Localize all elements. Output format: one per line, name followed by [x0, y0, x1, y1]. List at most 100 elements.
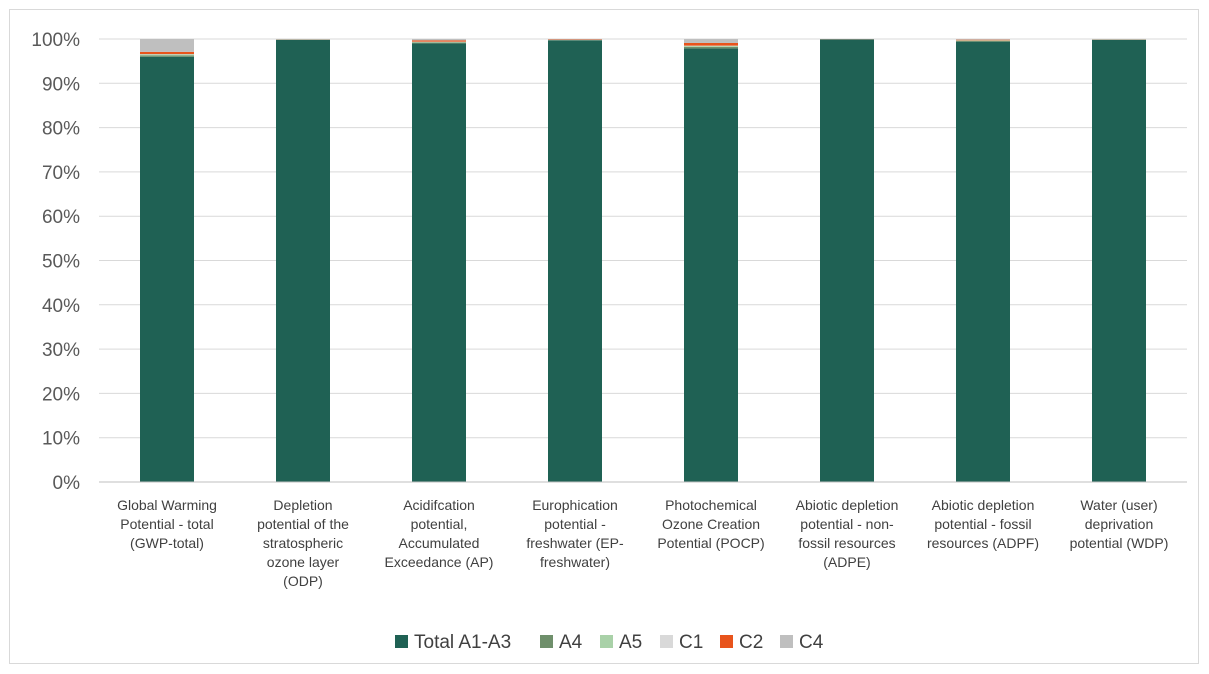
x-category-label-line: (ODP) — [283, 573, 323, 589]
x-category-label-line: Depletion — [273, 497, 332, 513]
bar-segment-total-a1-a3 — [276, 39, 330, 483]
legend-item: C4 — [780, 632, 824, 653]
legend-label: C4 — [799, 632, 824, 653]
x-category-label-line: Photochemical — [665, 497, 757, 513]
y-tick-label: 60% — [42, 207, 80, 228]
bar-segment-a4 — [956, 40, 1010, 42]
x-category-label: Abiotic depletion potential - non-fossil … — [796, 497, 899, 570]
x-axis-category-labels: Global Warming Potential - total (GWP-tota… — [117, 497, 1168, 589]
x-category-label-line: potential (WDP) — [1070, 535, 1169, 551]
x-category-label-line: Water (user) — [1080, 497, 1157, 513]
bar-stack — [684, 39, 738, 482]
x-category-label-line: potential - non- — [800, 516, 894, 532]
bar-segment-c2 — [684, 42, 738, 46]
bar-segment-c4 — [684, 39, 738, 43]
bar-segment-c4 — [548, 39, 602, 40]
bars — [140, 39, 1146, 483]
legend-item: C1 — [660, 632, 703, 653]
bar-segment-total-a1-a3 — [684, 48, 738, 482]
legend-swatch — [395, 635, 408, 648]
legend-item: C2 — [720, 632, 763, 653]
x-category-label: Water (user) deprivation potential (WDP) — [1070, 497, 1169, 551]
legend-swatch — [660, 635, 673, 648]
bar-segment-c4 — [140, 39, 194, 52]
y-tick-label: 70% — [42, 163, 80, 184]
x-category-label-line: Global Warming — [117, 497, 217, 513]
x-category-label-line: fossil resources — [798, 535, 895, 551]
legend-label: Total A1-A3 — [414, 632, 511, 653]
legend-item: Total A1-A3 — [395, 632, 511, 653]
bar-stack — [1092, 39, 1146, 483]
y-tick-label: 90% — [42, 74, 80, 95]
x-category-label-line: Potential - total — [120, 516, 213, 532]
legend: Total A1-A3 A4 A5 C1 C2 C4 — [395, 632, 824, 653]
bar-stack — [820, 39, 874, 483]
y-tick-label: 10% — [42, 429, 80, 450]
bar-segment-total-a1-a3 — [412, 43, 466, 483]
gridlines — [99, 38, 1187, 439]
x-category-label-line: deprivation — [1085, 516, 1154, 532]
bar-segment-total-a1-a3 — [1092, 39, 1146, 483]
x-category-label-line: Accumulated — [399, 535, 480, 551]
bar-segment-c4 — [956, 39, 1010, 40]
x-category-label-line: potential, — [411, 516, 468, 532]
y-tick-label: 40% — [42, 296, 80, 317]
x-category-label-line: (GWP-total) — [130, 535, 204, 551]
bar-stack — [548, 39, 602, 482]
bar-stack — [956, 39, 1010, 483]
x-category-label-line: potential - — [544, 516, 606, 532]
x-category-label: Acidifcation potential, Accumulated Exceeda… — [385, 497, 494, 570]
bar-segment-a5 — [684, 46, 738, 47]
legend-label: C1 — [679, 632, 703, 653]
y-tick-label: 20% — [42, 384, 80, 405]
x-category-label-line: stratospheric — [263, 535, 343, 551]
bar-segment-total-a1-a3 — [548, 40, 602, 482]
y-tick-label: 30% — [42, 340, 80, 361]
x-category-label: Europhication potential - freshwater (EP-f… — [526, 497, 624, 570]
bar-stack — [140, 39, 194, 482]
x-category-label-line: resources (ADPF) — [927, 535, 1039, 551]
x-category-label-line: Abiotic depletion — [796, 497, 899, 513]
y-tick-label: 80% — [42, 119, 80, 140]
bar-stack — [276, 39, 330, 483]
bar-segment-total-a1-a3 — [956, 41, 1010, 483]
x-category-label: Abiotic depletion potential - fossil resou… — [927, 497, 1039, 551]
x-category-label-line: potential of the — [257, 516, 349, 532]
bar-segment-a4 — [684, 46, 738, 49]
legend-item: A4 — [540, 632, 583, 653]
bar-segment-c4 — [412, 39, 466, 41]
x-category-label-line: Ozone Creation — [662, 516, 760, 532]
x-category-label-line: (ADPE) — [823, 554, 870, 570]
x-category-label-line: Potential (POCP) — [657, 535, 764, 551]
legend-label: A4 — [559, 632, 583, 653]
bar-segment-c2 — [956, 39, 1010, 41]
x-category-label-line: freshwater) — [540, 554, 610, 570]
y-axis-tick-labels: 0% 10% 20% 30% 40% 50% 60% 70% 80% 90% 100% — [31, 30, 80, 494]
legend-label: C2 — [739, 632, 763, 653]
x-category-label-line: freshwater (EP- — [526, 535, 624, 551]
legend-swatch — [600, 635, 613, 648]
x-category-label: Global Warming Potential - total (GWP-tota… — [117, 497, 217, 551]
bar-stack — [412, 39, 466, 483]
bar-segment-total-a1-a3 — [820, 39, 874, 483]
x-category-label: Photochemical Ozone Creation Potential (PO… — [657, 497, 764, 551]
legend-item: A5 — [600, 632, 642, 653]
legend-swatch — [720, 635, 733, 648]
bar-segment-c2 — [412, 40, 466, 42]
x-category-label-line: Abiotic depletion — [932, 497, 1035, 513]
x-category-label-line: ozone layer — [267, 554, 340, 570]
legend-label: A5 — [619, 632, 642, 653]
x-category-label-line: Europhication — [532, 497, 618, 513]
bar-segment-total-a1-a3 — [140, 56, 194, 482]
bar-segment-a5 — [140, 54, 194, 56]
bar-segment-c2 — [140, 51, 194, 55]
y-tick-label: 100% — [31, 30, 80, 51]
x-category-label-line: potential - fossil — [934, 516, 1031, 532]
legend-swatch — [540, 635, 553, 648]
x-category-label-line: Acidifcation — [403, 497, 475, 513]
legend-swatch — [780, 635, 793, 648]
x-category-label-line: Exceedance (AP) — [385, 554, 494, 570]
y-tick-label: 50% — [42, 252, 80, 273]
bar-segment-a4 — [412, 42, 466, 44]
